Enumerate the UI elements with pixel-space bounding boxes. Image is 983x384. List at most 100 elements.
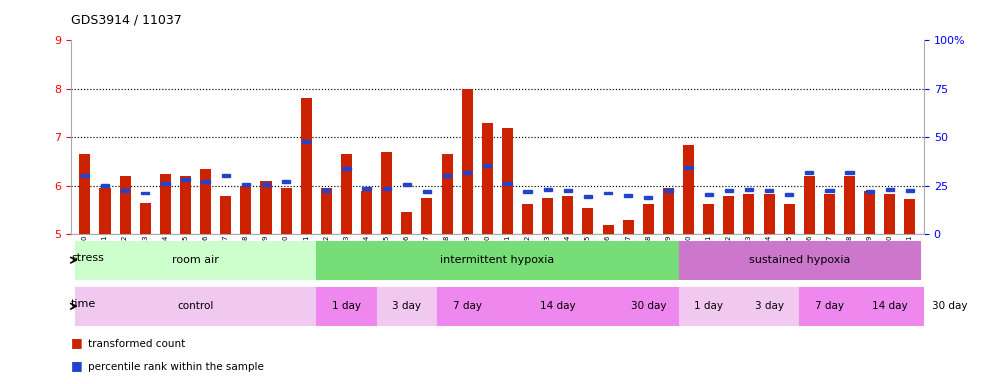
Bar bbox=[764, 194, 775, 234]
Bar bbox=[302, 140, 311, 142]
Text: 14 day: 14 day bbox=[540, 301, 576, 311]
Bar bbox=[745, 188, 753, 191]
Bar bbox=[381, 152, 392, 234]
Bar bbox=[75, 241, 317, 280]
Text: 3 day: 3 day bbox=[392, 301, 422, 311]
Bar bbox=[140, 203, 150, 234]
Text: room air: room air bbox=[172, 255, 219, 265]
Bar bbox=[684, 166, 693, 169]
Bar bbox=[142, 192, 149, 194]
Bar bbox=[361, 190, 373, 234]
Bar bbox=[886, 188, 894, 191]
Bar bbox=[220, 197, 231, 234]
Bar bbox=[261, 183, 270, 186]
Bar bbox=[743, 194, 755, 234]
Bar bbox=[320, 188, 332, 234]
Bar bbox=[663, 188, 674, 234]
Bar bbox=[885, 194, 896, 234]
Bar bbox=[522, 204, 533, 234]
Bar bbox=[99, 188, 110, 234]
Bar bbox=[804, 176, 815, 234]
Bar bbox=[805, 171, 814, 174]
Text: intermittent hypoxia: intermittent hypoxia bbox=[440, 255, 554, 265]
Text: 30 day: 30 day bbox=[630, 301, 666, 311]
Bar bbox=[562, 197, 573, 234]
Bar bbox=[443, 174, 451, 177]
Bar bbox=[382, 187, 391, 190]
Bar bbox=[160, 174, 171, 234]
Bar bbox=[824, 194, 835, 234]
Text: ■: ■ bbox=[71, 359, 83, 372]
Text: percentile rank within the sample: percentile rank within the sample bbox=[88, 362, 264, 372]
Bar bbox=[120, 176, 131, 234]
Bar bbox=[121, 189, 129, 192]
Bar bbox=[317, 241, 678, 280]
Bar bbox=[341, 154, 352, 234]
Text: time: time bbox=[71, 299, 96, 309]
Bar bbox=[563, 189, 572, 192]
Bar bbox=[678, 241, 920, 280]
Text: 3 day: 3 day bbox=[755, 301, 783, 311]
Bar bbox=[401, 212, 413, 234]
Bar bbox=[422, 198, 433, 234]
Text: 1 day: 1 day bbox=[332, 301, 361, 311]
Bar bbox=[904, 199, 915, 234]
Text: stress: stress bbox=[71, 253, 104, 263]
Bar bbox=[523, 190, 532, 193]
Bar bbox=[604, 192, 612, 194]
Bar bbox=[75, 287, 317, 326]
Bar bbox=[859, 287, 920, 326]
Bar bbox=[201, 169, 211, 234]
Bar bbox=[622, 220, 634, 234]
Bar bbox=[322, 189, 330, 192]
Bar bbox=[482, 123, 492, 234]
Bar bbox=[403, 183, 411, 186]
Bar bbox=[920, 287, 980, 326]
Bar bbox=[723, 197, 734, 234]
Bar bbox=[376, 287, 437, 326]
Bar bbox=[317, 287, 376, 326]
Bar bbox=[463, 171, 472, 174]
Bar bbox=[643, 204, 654, 234]
Text: 7 day: 7 day bbox=[453, 301, 482, 311]
Text: control: control bbox=[177, 301, 213, 311]
Text: transformed count: transformed count bbox=[88, 339, 186, 349]
Bar bbox=[280, 188, 292, 234]
Bar bbox=[624, 194, 632, 197]
Bar bbox=[81, 174, 89, 177]
Bar bbox=[242, 183, 250, 186]
Bar bbox=[101, 184, 109, 187]
Bar bbox=[202, 180, 209, 183]
Bar bbox=[845, 171, 853, 174]
Bar bbox=[180, 176, 191, 234]
Bar bbox=[905, 189, 914, 192]
Bar bbox=[80, 154, 90, 234]
Bar bbox=[603, 225, 613, 234]
Text: 30 day: 30 day bbox=[933, 301, 968, 311]
Bar bbox=[765, 189, 774, 192]
Bar bbox=[484, 164, 492, 167]
Bar bbox=[618, 287, 678, 326]
Bar bbox=[582, 208, 594, 234]
Bar bbox=[181, 179, 190, 181]
Text: 7 day: 7 day bbox=[815, 301, 844, 311]
Bar bbox=[864, 190, 875, 234]
Bar bbox=[783, 204, 794, 234]
Bar bbox=[544, 188, 551, 191]
Bar bbox=[739, 287, 799, 326]
Bar bbox=[363, 187, 371, 190]
Bar bbox=[644, 197, 653, 199]
Bar bbox=[441, 154, 452, 234]
Text: 14 day: 14 day bbox=[872, 301, 907, 311]
Bar bbox=[705, 193, 713, 196]
Bar bbox=[161, 182, 169, 185]
Bar bbox=[503, 182, 511, 185]
Bar bbox=[543, 198, 553, 234]
Bar bbox=[502, 127, 513, 234]
Bar bbox=[844, 176, 855, 234]
Text: ■: ■ bbox=[71, 336, 83, 349]
Bar bbox=[683, 144, 694, 234]
Bar bbox=[497, 287, 618, 326]
Bar bbox=[703, 204, 715, 234]
Bar bbox=[584, 195, 592, 198]
